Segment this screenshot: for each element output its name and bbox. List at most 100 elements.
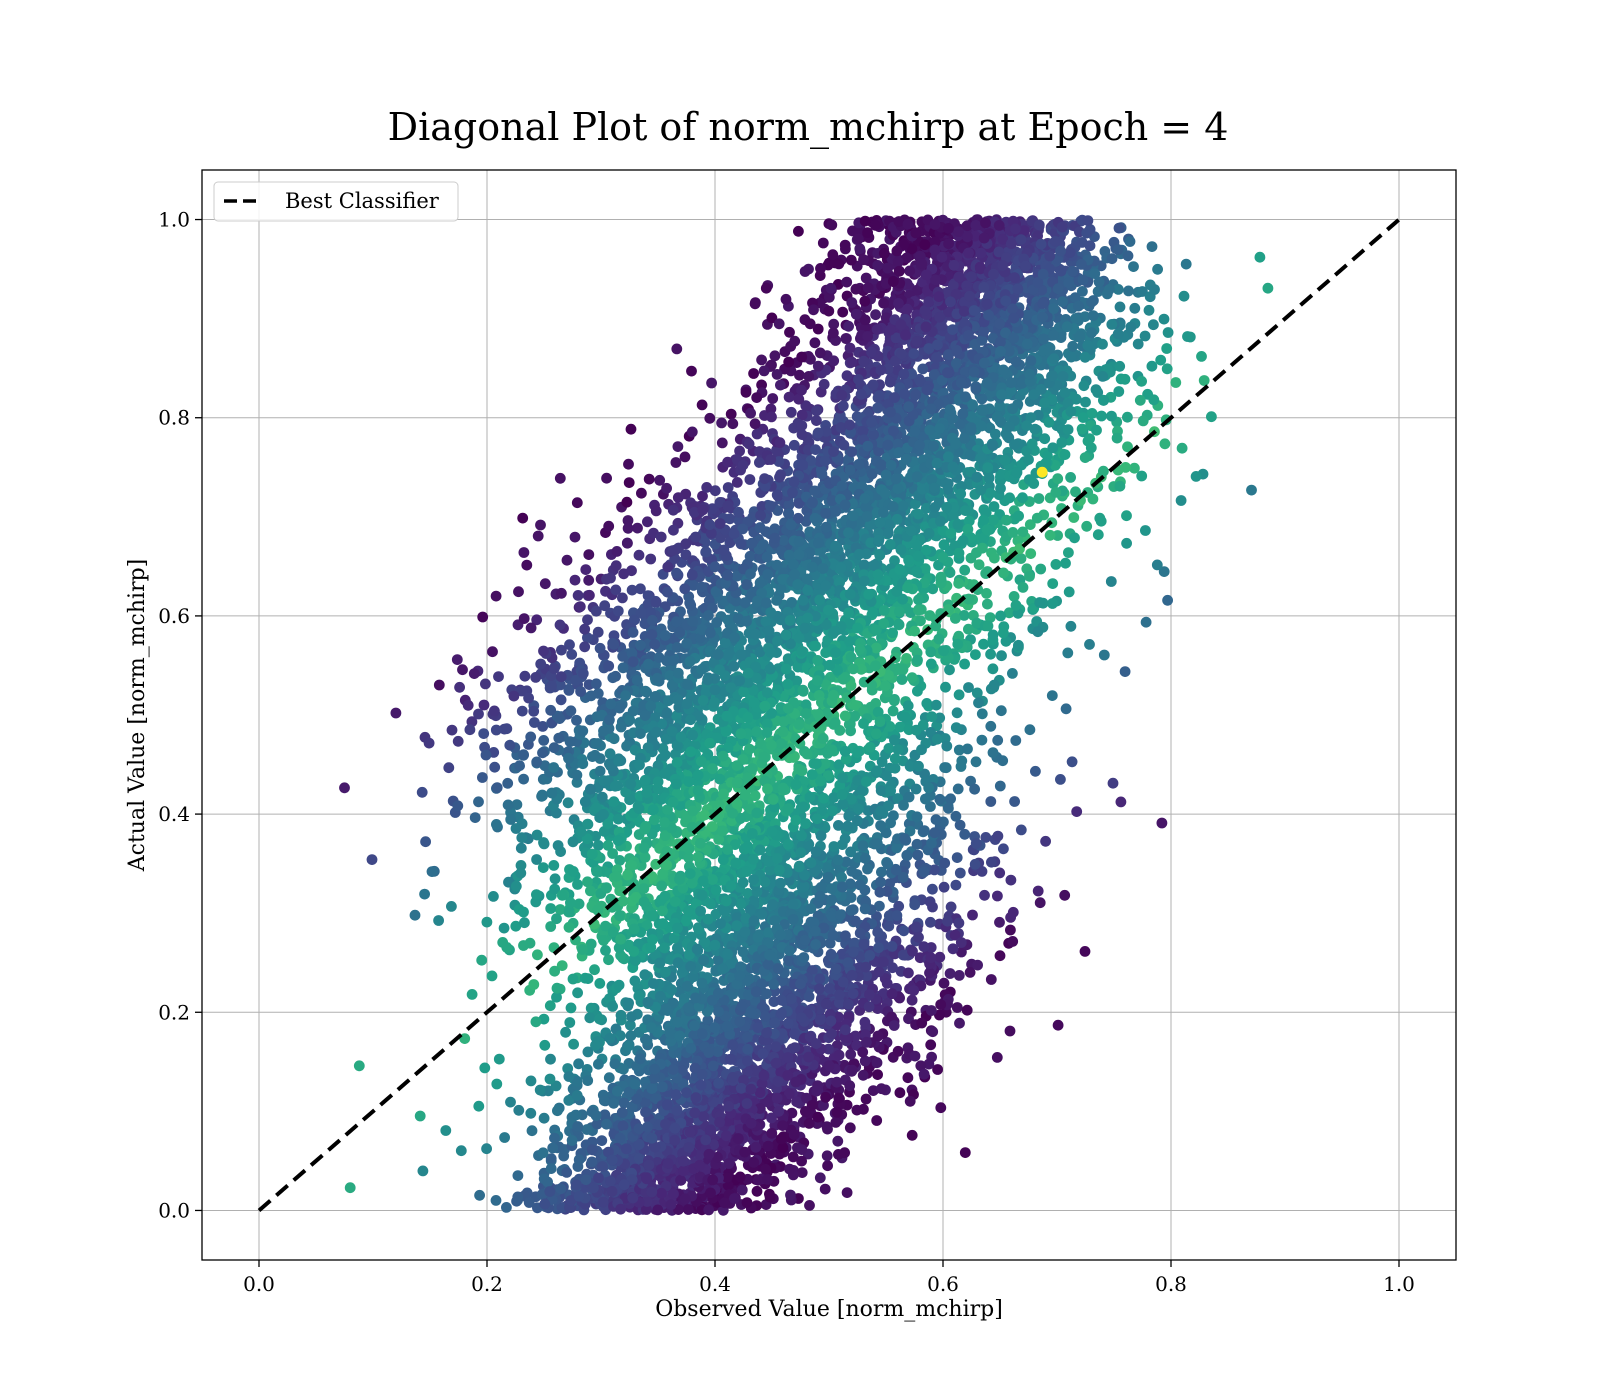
scatter-point [573,1154,585,1166]
scatter-point [565,705,577,717]
scatter-point [562,797,574,809]
scatter-point [672,492,684,503]
scatter-point [901,849,913,861]
scatter-point [564,1017,576,1028]
scatter-point [938,881,950,893]
scatter-point [785,406,797,418]
scatter-point [501,1202,512,1213]
scatter-point [1015,553,1027,564]
scatter-point [596,1135,608,1146]
scatter-point [894,1087,906,1099]
scatter-point [560,1026,571,1038]
scatter-point [490,1195,502,1206]
scatter-point [563,921,575,933]
scatter-point [589,964,600,976]
scatter-point [786,1107,798,1119]
scatter-point [486,970,498,982]
scatter-point [951,852,963,863]
scatter-point [950,722,962,733]
scatter-point [970,756,982,768]
scatter-point [607,848,618,859]
scatter-point [1081,520,1093,532]
scatter-point [716,417,727,429]
scatter-point [481,916,493,928]
scatter-point [945,793,956,805]
scatter-point [901,653,912,664]
scatter-point [572,879,583,890]
scatter-point [566,649,578,660]
scatter-point [980,832,992,843]
scatter-point [1114,301,1126,313]
scatter-point [976,708,988,720]
scatter-point [513,1104,525,1116]
scatter-point [1039,433,1051,445]
scatter-point [898,925,910,937]
scatter-point [1080,396,1091,408]
scatter-point [477,772,488,783]
scatter-point [1047,598,1058,609]
scatter-point [670,457,682,468]
scatter-point [953,970,965,981]
scatter-point [1170,377,1182,388]
scatter-point [989,552,1000,564]
scatter-point [724,513,736,525]
scatter-point [1035,563,1047,575]
scatter-point [1152,263,1163,275]
scatter-point [572,987,583,999]
scatter-point [501,942,513,953]
scatter-point [994,780,1006,792]
scatter-point [935,1102,947,1114]
scatter-point [899,711,911,723]
scatter-point [837,306,849,318]
scatter-point [580,564,592,575]
scatter-point [925,727,936,738]
scatter-point [857,840,869,852]
scatter-point [944,664,955,676]
scatter-point [1246,484,1257,496]
scatter-point [1068,512,1080,523]
scatter-point [985,796,997,807]
scatter-point [598,725,609,737]
scatter-point [537,862,549,873]
scatter-point [710,884,722,896]
scatter-point [1129,462,1140,474]
scatter-point [480,749,492,761]
scatter-point [621,496,633,508]
scatter-point [773,318,785,330]
scatter-point [1136,470,1148,482]
scatter-point [446,901,457,912]
scatter-point [569,531,581,543]
scatter-point [864,741,876,753]
scatter-point [832,1135,844,1147]
scatter-point [516,832,528,844]
scatter-point [623,997,634,1009]
scatter-point [1079,452,1091,463]
scatter-point [793,225,804,237]
scatter-point [554,904,566,915]
scatter-point [420,836,431,848]
scatter-point [554,472,566,484]
scatter-point [510,823,522,834]
scatter-point [1038,333,1049,345]
scatter-point [667,504,679,516]
scatter-point [1105,576,1117,587]
scatter-point [716,437,728,449]
scatter-point [1161,363,1173,375]
scatter-point [841,1187,853,1198]
scatter-point [727,418,739,430]
scatter-point [998,843,1009,855]
scatter-point [867,1085,879,1096]
scatter-point [1134,394,1146,406]
scatter-point [1198,375,1210,386]
scatter-point [818,378,830,390]
scatter-point [477,611,489,623]
scatter-point [1071,806,1083,817]
scatter-point [909,899,921,911]
scatter-point [1122,250,1134,262]
scatter-point [1119,373,1131,385]
scatter-point [804,1200,815,1211]
chart-title: Diagonal Plot of norm_mchirp at Epoch = … [388,105,1229,150]
scatter-point [1158,313,1170,325]
scatter-point [582,614,593,626]
scatter-point [862,863,873,875]
